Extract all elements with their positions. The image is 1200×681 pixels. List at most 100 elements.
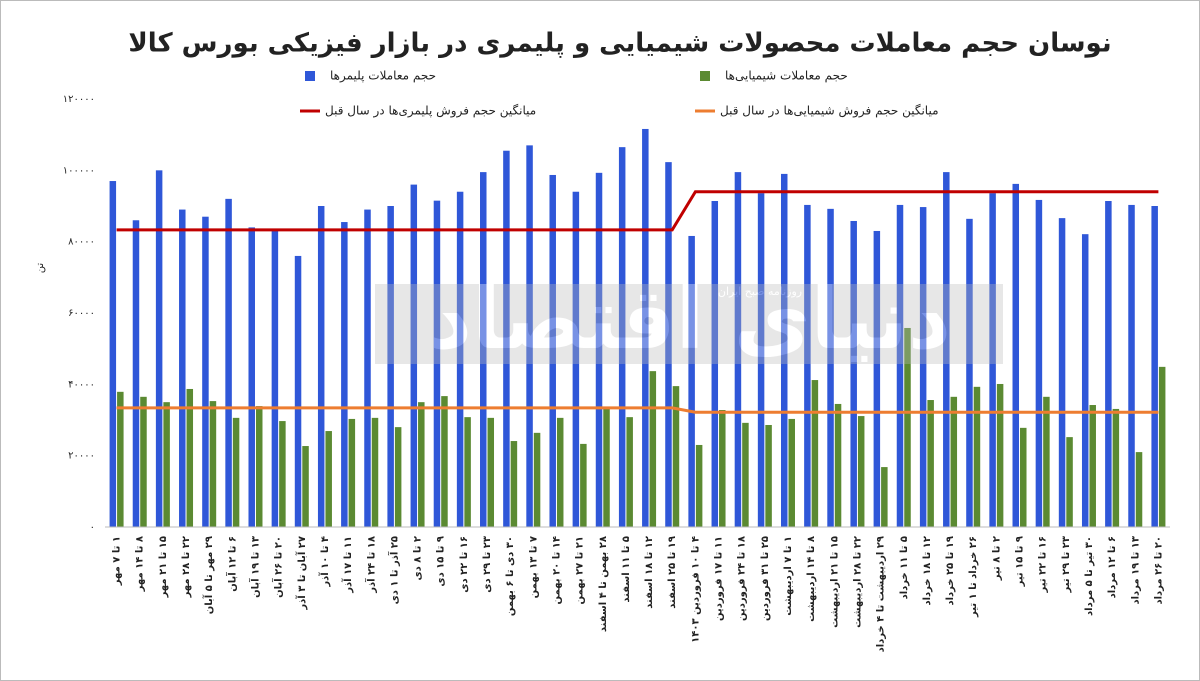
x-tick-label: ۳۰ تیر تا ۵ مرداد <box>1084 536 1095 616</box>
legend-swatch <box>305 71 315 81</box>
bar <box>580 443 587 527</box>
bar <box>1089 405 1096 527</box>
bar <box>1158 366 1166 527</box>
bar <box>1020 427 1027 527</box>
bar <box>387 206 394 527</box>
bar <box>533 432 541 527</box>
x-tick-label: ۲۷ آبان تا ۳ آذر <box>295 536 308 611</box>
bar <box>943 172 950 527</box>
line <box>116 190 1159 232</box>
bar <box>1151 206 1158 527</box>
y-tick-label: ۶۰۰۰۰ <box>68 308 95 319</box>
x-tick-label: ۲۰ تا ۲۶ مرداد <box>1153 536 1164 605</box>
bar <box>410 184 418 527</box>
bar <box>433 200 441 527</box>
x-tick-label: ۷ تا ۱۳ بهمن <box>528 536 539 598</box>
bar <box>1058 218 1066 528</box>
chart-title: نوسان حجم معاملات محصولات شیمیایی و پلیم… <box>128 29 1111 59</box>
bar <box>325 431 332 527</box>
legend-label: میانگین حجم فروش پلیمری‌ها در سال قبل <box>325 104 536 119</box>
bar <box>711 201 719 528</box>
legend-label: حجم معاملات پلیمرها <box>330 69 436 84</box>
y-axis-label: تن <box>35 263 46 274</box>
bar <box>302 446 309 527</box>
line <box>116 406 1159 414</box>
bar <box>834 403 842 527</box>
y-tick-label: ۴۰۰۰۰ <box>68 379 95 390</box>
bar <box>649 371 657 527</box>
bar <box>873 230 881 527</box>
x-tick-label: ۱۸ تا ۲۴ فروردین <box>737 536 748 621</box>
bar <box>665 162 672 527</box>
bar <box>896 204 904 527</box>
bar <box>919 207 927 527</box>
bar <box>456 191 464 527</box>
bar <box>595 172 603 527</box>
watermark: دنیای اقتصاد روزنامه صبح ایران <box>375 270 1003 368</box>
bar <box>418 402 425 527</box>
x-tick-label: ۶ تا ۱۲ آبان <box>225 536 238 592</box>
bar <box>1081 234 1089 527</box>
y-tick-label: ۸۰۰۰۰ <box>68 237 95 248</box>
bar <box>510 441 518 527</box>
x-tick-label: ۱۵ تا ۲۱ اردیبهشت <box>829 536 840 628</box>
x-tick-label: ۲۳ تا ۲۹ دی <box>482 536 493 593</box>
bar <box>626 417 633 527</box>
bar <box>765 424 772 527</box>
y-tick-label: ۲۰۰۰۰ <box>68 451 95 462</box>
x-tick-label: ۲۳ تا ۲۹ تیر <box>1061 536 1072 593</box>
bar <box>1066 437 1073 527</box>
bar <box>117 391 124 527</box>
bar <box>364 209 371 528</box>
x-tick-label: ۱۶ تا ۲۲ دی <box>459 536 470 593</box>
bar <box>163 402 170 527</box>
x-tick-label: ۱۳ تا ۱۹ آبان <box>248 536 261 598</box>
bar <box>1012 183 1020 528</box>
x-tick-label: ۲۵ آذر تا ۱ دی <box>387 536 400 604</box>
bar <box>811 380 819 527</box>
bar <box>202 216 209 527</box>
watermark-text: دنیای اقتصاد <box>429 270 951 368</box>
bar <box>155 170 163 528</box>
bar <box>317 206 325 527</box>
x-tick-label: ۳۰ دی تا ۶ بهمن <box>505 536 516 616</box>
bar <box>480 172 487 527</box>
x-tick-label: ۱۹ تا ۲۵ اسفند <box>667 536 678 609</box>
bar <box>850 220 857 528</box>
bar <box>827 208 834 527</box>
bar <box>394 427 402 527</box>
bar <box>804 204 811 527</box>
bar <box>209 401 217 527</box>
bar <box>294 255 302 527</box>
bar <box>1135 452 1143 527</box>
bar <box>989 193 996 527</box>
bar <box>341 222 348 528</box>
x-tick-label: ۲ تا ۸ تیر <box>991 536 1002 581</box>
x-tick-label: ۴ تا ۱۰ آذر <box>318 536 331 588</box>
x-tick-label: ۴ تا ۱۰ فروردین ۱۴۰۳ <box>690 536 701 643</box>
x-tick-label: ۱۸ تا ۲۴ آذر <box>364 536 377 594</box>
bar <box>857 416 865 527</box>
bar <box>904 327 911 527</box>
x-tick-label: ۱۹ تا ۲۵ خرداد <box>945 536 956 606</box>
bar <box>132 220 140 527</box>
x-tick-label: ۲۰ تا ۲۶ آبان <box>272 536 285 598</box>
bar <box>487 417 495 527</box>
watermark-band <box>375 284 1003 364</box>
bar <box>549 174 556 527</box>
watermark-subtext: روزنامه صبح ایران <box>718 285 802 298</box>
bar <box>556 417 564 527</box>
x-tick-label: ۲۹ مهر تا ۵ آبان <box>202 536 215 614</box>
x-tick-label: ۲۲ تا ۲۸ مهر <box>181 536 192 598</box>
x-tick-label: ۲۶ خرداد تا ۱ تیر <box>968 536 979 618</box>
bar <box>672 386 680 527</box>
bar <box>734 172 742 527</box>
bar <box>1043 396 1050 527</box>
bar <box>1112 408 1120 527</box>
x-tick-label: ۱۱ تا ۱۷ فروردین <box>714 536 725 621</box>
bar <box>927 400 934 527</box>
bar <box>950 396 958 527</box>
bar <box>572 191 580 527</box>
bar <box>271 230 279 527</box>
